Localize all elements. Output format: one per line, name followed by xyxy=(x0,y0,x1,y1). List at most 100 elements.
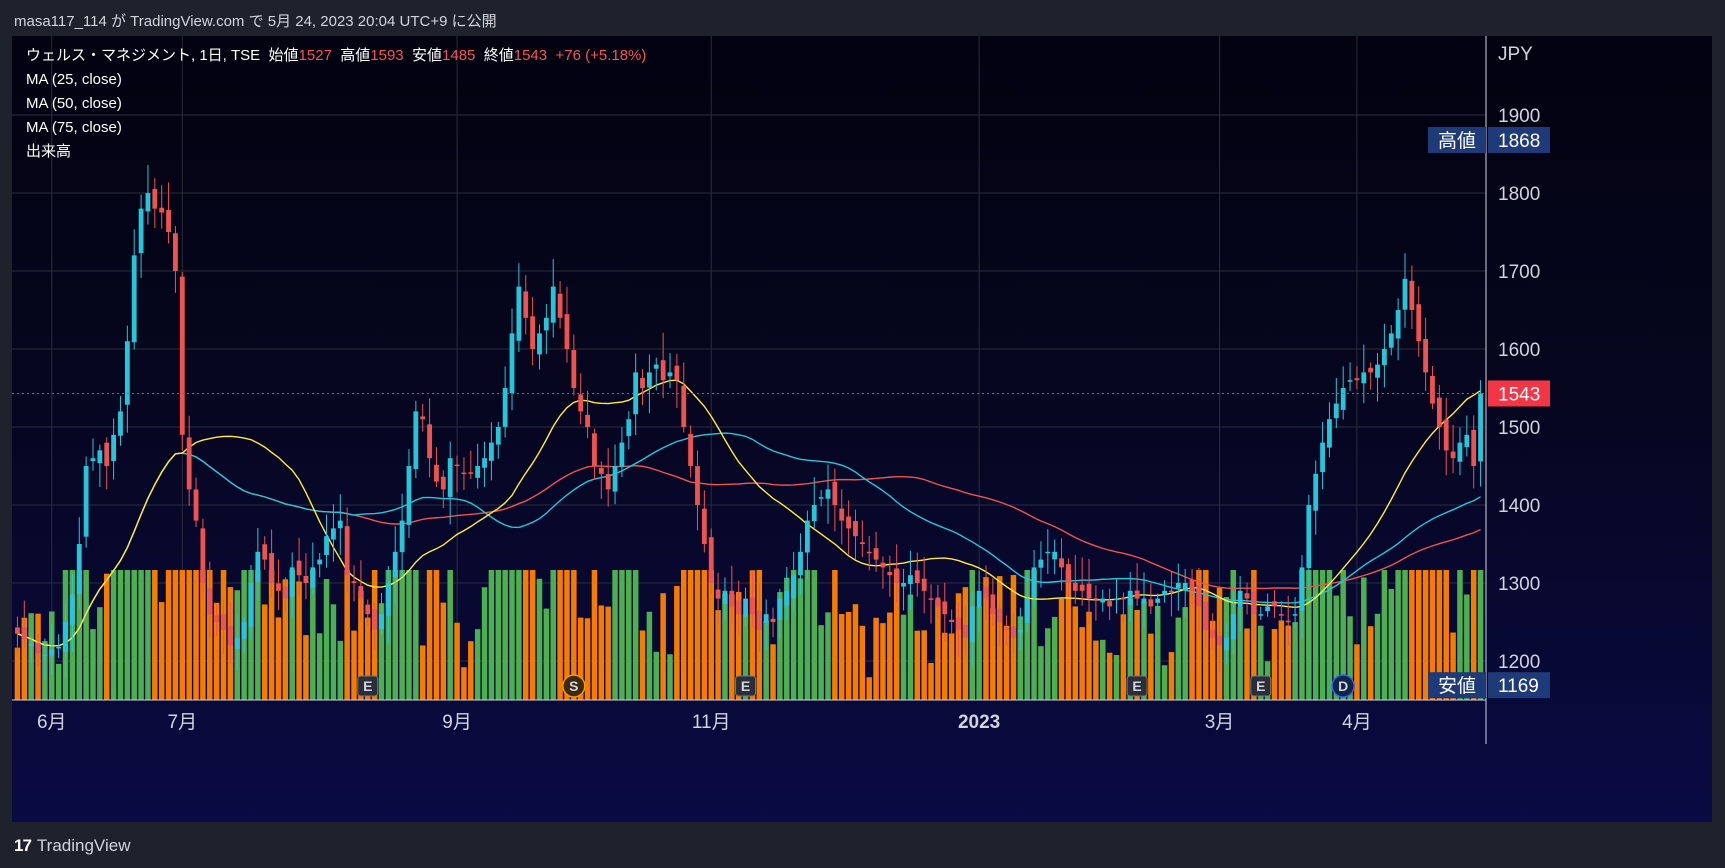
candle-body xyxy=(928,598,934,600)
candle-body xyxy=(1292,614,1298,616)
chart-legend: ウェルス・マネジメント, 1日, TSE 始値1527 高値1593 安値148… xyxy=(26,44,646,164)
candle-body xyxy=(1203,601,1209,630)
candle-body xyxy=(1430,375,1435,404)
volume-bar xyxy=(1450,632,1456,700)
volume-bar xyxy=(1367,626,1374,700)
volume-bar xyxy=(1065,570,1072,700)
volume-bar xyxy=(358,590,364,700)
candle-body xyxy=(365,604,371,615)
volume-bar xyxy=(310,570,316,700)
candle-body xyxy=(1306,505,1312,569)
candle-body xyxy=(1278,614,1284,616)
candle-body xyxy=(578,394,584,412)
x-tick-label: 3月 xyxy=(1205,712,1235,733)
volume-bar xyxy=(564,570,570,700)
candle-body xyxy=(193,489,199,521)
candle-body xyxy=(214,615,220,622)
volume-bar xyxy=(1306,570,1312,700)
candle-body xyxy=(1072,582,1078,591)
volume-bar xyxy=(1395,570,1401,700)
volume-bar xyxy=(495,570,502,700)
volume-bar xyxy=(83,570,89,700)
candle-body xyxy=(1464,434,1470,448)
candle-body xyxy=(612,466,618,492)
candle-body xyxy=(949,619,955,622)
volume-bar xyxy=(1237,606,1243,700)
y-tick-label: 1600 xyxy=(1498,340,1540,361)
volume-bar xyxy=(1464,594,1470,700)
candle-body xyxy=(1196,585,1202,607)
indicator-volume[interactable]: 出来高 xyxy=(26,143,72,160)
candle-body xyxy=(908,575,913,585)
candle-body xyxy=(1368,367,1374,373)
volume-bar xyxy=(1106,652,1113,700)
volume-bar xyxy=(674,585,680,700)
volume-bar xyxy=(268,570,275,700)
candle-body xyxy=(688,433,694,466)
candle-body xyxy=(914,570,920,583)
volume-bar xyxy=(942,632,948,700)
volume-bar xyxy=(1402,570,1408,700)
candle-body xyxy=(1120,597,1126,600)
candle-body xyxy=(804,520,810,553)
candle-body xyxy=(564,314,570,349)
candle-body xyxy=(550,286,556,323)
earnings-marker-icon xyxy=(735,675,757,697)
earnings-marker-icon xyxy=(1126,675,1148,697)
candle-body xyxy=(1045,551,1051,554)
volume-bar xyxy=(873,617,879,700)
candle-body xyxy=(681,385,687,427)
candle-body xyxy=(729,590,735,607)
candle-body xyxy=(791,575,797,599)
price-chart[interactable]: ESEEEDE12001300140015001600170018001900J… xyxy=(12,36,1712,822)
volume-bar xyxy=(406,570,412,700)
indicator-ma25[interactable]: MA (25, close) xyxy=(26,71,122,88)
candle-body xyxy=(537,333,542,355)
volume-bar xyxy=(1093,640,1099,700)
high-value: 1593 xyxy=(370,47,404,64)
volume-bar xyxy=(1209,620,1216,700)
volume-bar xyxy=(145,570,151,700)
candle-body xyxy=(1107,601,1113,607)
candle-body xyxy=(344,526,350,576)
high-marker-label: 高値 xyxy=(1438,130,1476,152)
volume-bar xyxy=(1189,588,1195,700)
volume-bar xyxy=(1045,628,1051,700)
footer-brand: 17 TradingView xyxy=(14,836,130,856)
volume-bar xyxy=(1058,598,1065,700)
candle-body xyxy=(626,419,632,436)
indicator-ma50[interactable]: MA (50, close) xyxy=(26,95,122,112)
low-value: 1485 xyxy=(442,47,476,64)
candle-body xyxy=(1409,280,1415,310)
candle-body xyxy=(722,590,728,604)
candle-body xyxy=(186,437,192,490)
candle-body xyxy=(317,559,323,565)
candle-body xyxy=(179,276,185,435)
volume-bar xyxy=(749,570,756,700)
y-tick-label: 1700 xyxy=(1498,262,1540,283)
candle-body xyxy=(420,416,426,420)
volume-bar xyxy=(598,605,605,700)
candle-body xyxy=(1340,388,1346,410)
candle-body xyxy=(750,597,755,615)
split-marker-icon xyxy=(562,674,586,698)
candle-body xyxy=(303,575,309,583)
candle-body xyxy=(1182,583,1188,591)
candle-body xyxy=(1031,567,1037,598)
candle-body xyxy=(1224,637,1229,651)
volume-bar xyxy=(1024,570,1030,700)
volume-bar xyxy=(708,570,714,700)
volume-bar xyxy=(626,570,632,700)
candle-body xyxy=(276,583,281,591)
candle-body xyxy=(1024,598,1030,624)
volume-bar xyxy=(1436,570,1443,700)
candle-body xyxy=(1155,598,1161,603)
indicator-ma75[interactable]: MA (75, close) xyxy=(26,119,122,136)
candle-body xyxy=(440,476,446,490)
volume-bar xyxy=(179,570,186,700)
candle-body xyxy=(1251,591,1257,615)
volume-bar xyxy=(591,570,598,700)
volume-bar xyxy=(983,577,989,700)
candle-body xyxy=(1017,629,1023,633)
chart-area[interactable]: ESEEEDE12001300140015001600170018001900J… xyxy=(12,36,1712,822)
